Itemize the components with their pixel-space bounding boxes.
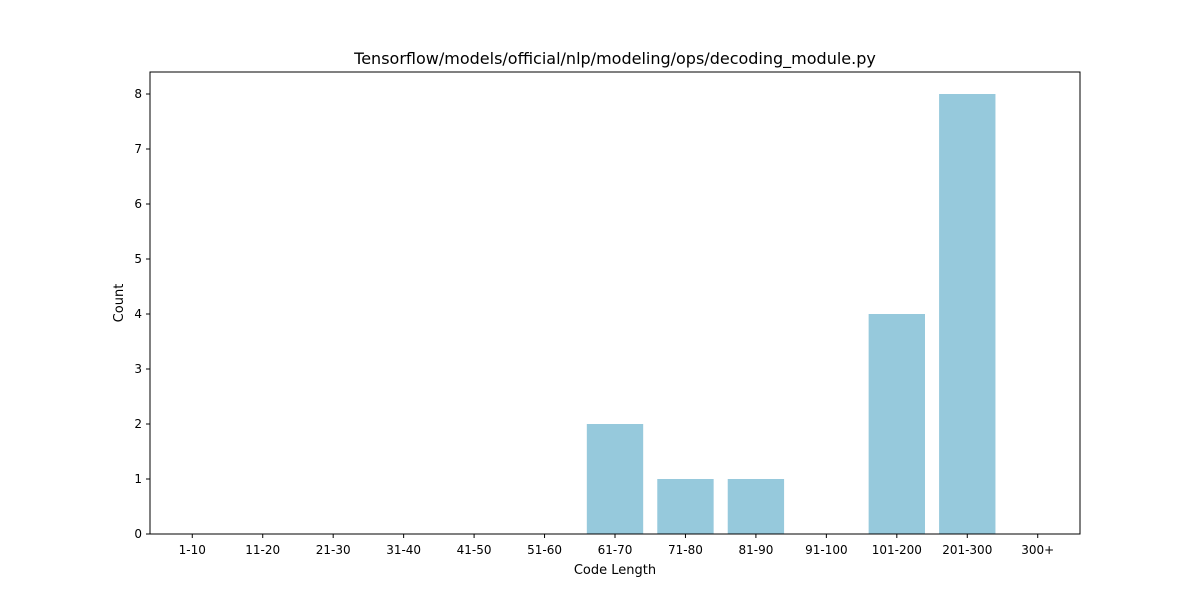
bar-101-200 <box>868 314 925 534</box>
y-tick-label: 8 <box>134 87 142 101</box>
x-tick-label: 91-100 <box>805 543 848 557</box>
x-tick-label: 41-50 <box>457 543 492 557</box>
chart-title: Tensorflow/models/official/nlp/modeling/… <box>353 49 876 69</box>
x-tick-label: 51-60 <box>527 543 562 557</box>
y-axis-label: Count <box>112 284 127 323</box>
bar-61-70 <box>586 424 644 534</box>
y-tick-label: 3 <box>134 362 142 376</box>
x-tick-label: 31-40 <box>386 543 421 557</box>
x-axis-label: Code Length <box>574 563 656 578</box>
y-tick-label: 0 <box>134 527 142 541</box>
x-tick-label: 101-200 <box>872 543 922 557</box>
y-tick-label: 1 <box>134 472 142 486</box>
x-tick-label: 201-300 <box>942 543 992 557</box>
bar-71-80 <box>657 479 714 534</box>
y-tick-label: 5 <box>134 252 142 266</box>
y-tick-label: 2 <box>134 417 142 431</box>
y-tick-label: 7 <box>134 142 142 156</box>
y-axis: 0 1 2 3 4 5 6 7 8 <box>134 87 150 541</box>
y-tick-label: 4 <box>134 307 142 321</box>
x-tick-label: 1-10 <box>179 543 206 557</box>
x-tick-label: 21-30 <box>316 543 351 557</box>
x-tick-label: 300+ <box>1021 543 1054 557</box>
x-tick-label: 11-20 <box>245 543 280 557</box>
x-axis: 1-10 11-20 21-30 31-40 41-50 51-60 61-70 71-80 8… <box>179 534 1054 557</box>
x-tick-label: 61-70 <box>598 543 633 557</box>
y-tick-label: 6 <box>134 197 142 211</box>
x-tick-label: 71-80 <box>668 543 703 557</box>
bar-201-300 <box>939 94 996 534</box>
bars-layer <box>586 94 996 534</box>
x-tick-label: 81-90 <box>738 543 773 557</box>
bar-81-90 <box>727 479 785 534</box>
